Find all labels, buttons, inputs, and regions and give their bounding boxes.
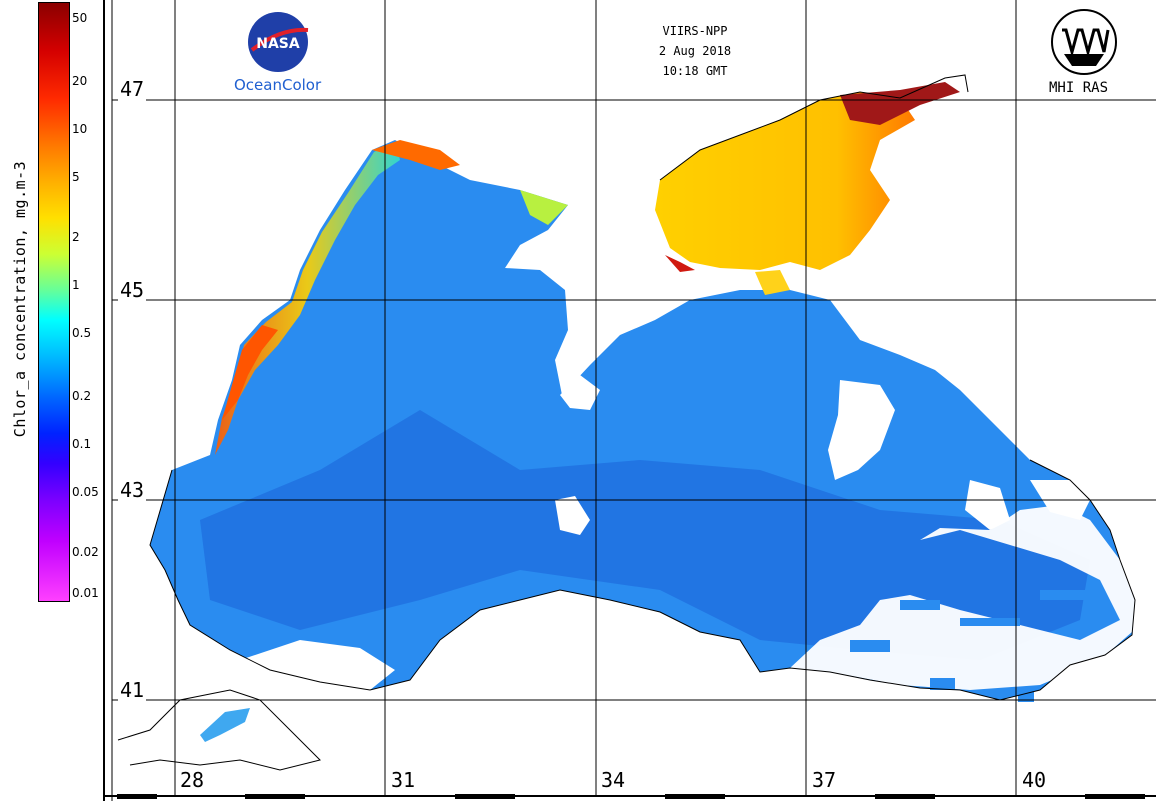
graticule xyxy=(112,0,1156,796)
colorbar xyxy=(38,2,70,602)
colorbar-tick: 0.2 xyxy=(72,389,92,403)
colorbar-tick: 50 xyxy=(72,11,88,25)
colorbar-tick: 10 xyxy=(72,122,88,136)
taganrog-bay xyxy=(840,82,960,125)
scale-segment xyxy=(1085,794,1145,799)
mhi-label: MHI RAS xyxy=(1049,80,1109,96)
time-label: 10:18 GMT xyxy=(662,64,728,78)
satellite-label: VIIRS-NPP xyxy=(662,24,728,38)
svg-text:NASA: NASA xyxy=(256,36,300,52)
marmara-water xyxy=(200,708,250,742)
crimea-west-shelf xyxy=(520,190,568,225)
oceancolor-label: OceanColor xyxy=(234,76,322,94)
lat-label: 45 xyxy=(118,278,147,302)
scale-segment xyxy=(455,794,515,799)
lon-label: 31 xyxy=(389,768,418,792)
scale-segment xyxy=(117,794,157,799)
scale-segment xyxy=(245,794,305,799)
mhi-logo-icon xyxy=(1051,9,1117,75)
scale-segment xyxy=(665,794,725,799)
colorbar-tick: 0.02 xyxy=(72,545,99,559)
lat-label: 41 xyxy=(118,678,147,702)
odessa-bay xyxy=(372,140,460,170)
colorbar-tick: 0.1 xyxy=(72,437,92,451)
open-sea-dark xyxy=(200,410,1090,660)
colorbar-tick: 20 xyxy=(72,74,88,88)
danube-plume xyxy=(222,325,278,420)
scale-segment xyxy=(875,794,935,799)
colorbar-tick: 0.01 xyxy=(72,586,99,600)
sivash xyxy=(665,255,695,272)
nasa-logo-icon: NASA xyxy=(248,12,309,72)
lon-label: 34 xyxy=(599,768,628,792)
colorbar-tick: 0.5 xyxy=(72,326,92,340)
lon-label: 37 xyxy=(810,768,839,792)
lat-label: 47 xyxy=(118,77,147,101)
lat-label: 43 xyxy=(118,478,147,502)
cloud-fragments xyxy=(850,590,1090,702)
lon-label: 28 xyxy=(178,768,207,792)
lon-label: 40 xyxy=(1020,768,1049,792)
colorbar-tick: 5 xyxy=(72,170,80,184)
azov-sea xyxy=(655,92,915,270)
colorbar-tick: 0.05 xyxy=(72,485,99,499)
date-label: 2 Aug 2018 xyxy=(658,44,732,58)
kerch-strait xyxy=(755,270,790,295)
colorbar-tick: 2 xyxy=(72,230,80,244)
colorbar-tick: 1 xyxy=(72,278,80,292)
